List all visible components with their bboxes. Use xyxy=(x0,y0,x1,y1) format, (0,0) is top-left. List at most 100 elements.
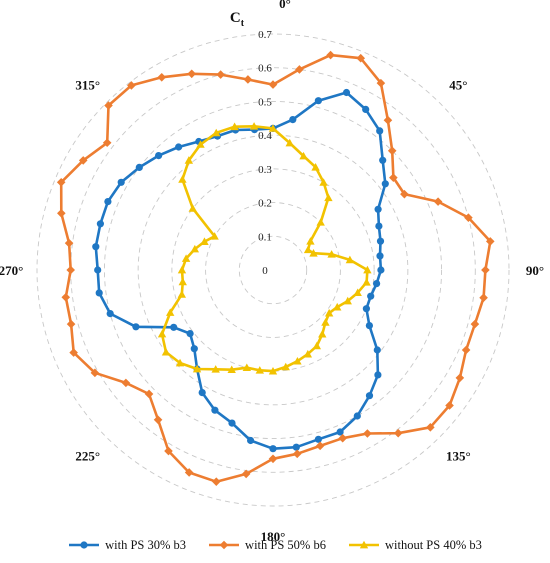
data-point xyxy=(281,362,290,371)
radial-tick-label: 0.6 xyxy=(258,63,272,75)
data-point xyxy=(324,308,334,317)
data-point xyxy=(311,163,320,171)
legend-swatch-marker xyxy=(219,540,229,550)
data-point xyxy=(184,156,194,164)
data-point xyxy=(445,401,454,410)
series-1 xyxy=(92,88,389,453)
grid-ring xyxy=(137,134,409,406)
data-point xyxy=(247,436,255,445)
data-point xyxy=(333,302,342,311)
data-point xyxy=(426,423,435,432)
chart-labels: Ct 0 0.1 0.2 0.3 0.4 0.5 0.6 0.7 0° 45° 90° 135° 180… xyxy=(0,0,544,544)
data-point xyxy=(365,322,373,330)
radial-tick-label: 0.7 xyxy=(258,29,272,41)
data-point xyxy=(289,116,297,124)
data-point xyxy=(102,138,112,148)
data-point xyxy=(299,151,308,160)
angle-tick-label: 180° xyxy=(261,529,286,544)
radial-tick-label: 0.2 xyxy=(258,198,272,210)
data-point xyxy=(177,290,187,298)
data-point xyxy=(377,266,385,274)
data-point xyxy=(376,127,384,135)
data-point xyxy=(175,143,183,151)
data-point xyxy=(196,140,205,148)
data-point xyxy=(227,365,236,374)
data-point xyxy=(464,213,473,222)
data-point xyxy=(268,124,278,132)
angle-tick-label: 225° xyxy=(75,448,100,463)
data-point xyxy=(373,346,381,354)
data-point xyxy=(92,243,100,251)
data-point xyxy=(293,356,302,365)
data-point xyxy=(375,222,383,230)
data-point xyxy=(343,296,352,305)
data-point xyxy=(161,347,171,356)
data-point xyxy=(376,78,386,88)
series-3 xyxy=(157,122,372,375)
data-point xyxy=(433,197,443,206)
data-point xyxy=(104,101,113,110)
data-point xyxy=(127,81,136,90)
legend-label: with PS 50% b6 xyxy=(245,537,326,552)
series-line xyxy=(94,91,387,451)
legend-swatch-marker xyxy=(80,541,88,549)
grid-ring xyxy=(205,202,341,338)
data-point xyxy=(383,115,393,125)
data-point xyxy=(356,53,366,63)
data-point xyxy=(255,366,264,374)
series-line xyxy=(59,53,492,484)
data-point xyxy=(389,173,398,182)
data-point xyxy=(362,305,370,313)
data-point xyxy=(242,363,252,372)
series-2 xyxy=(56,50,495,486)
data-point xyxy=(365,392,374,400)
data-point xyxy=(376,237,385,245)
grid-ring xyxy=(171,168,375,372)
data-point xyxy=(57,208,66,218)
data-point xyxy=(295,65,304,74)
data-point xyxy=(387,146,397,156)
data-point xyxy=(61,292,71,302)
data-point xyxy=(155,152,163,160)
data-point xyxy=(479,293,488,303)
data-point xyxy=(315,441,325,451)
data-point xyxy=(187,69,197,79)
data-point xyxy=(363,265,372,274)
legend-swatch-marker xyxy=(359,540,369,549)
data-point xyxy=(481,265,490,275)
data-point xyxy=(230,122,239,131)
data-point xyxy=(362,278,371,286)
data-point xyxy=(216,70,225,79)
data-point xyxy=(303,245,313,254)
data-point xyxy=(228,419,236,427)
data-point xyxy=(175,358,185,367)
data-point xyxy=(374,371,382,379)
data-point xyxy=(66,265,76,275)
data-point xyxy=(376,252,384,260)
grid-ring xyxy=(103,100,443,440)
data-point xyxy=(69,348,78,357)
data-point xyxy=(381,180,389,188)
data-point xyxy=(309,249,318,257)
legend-item: with PS 50% b6 xyxy=(208,538,326,553)
radial-tick-label: 0.4 xyxy=(258,130,272,142)
data-point xyxy=(94,266,102,274)
grid-ring xyxy=(238,235,308,305)
data-point xyxy=(135,163,143,171)
data-point xyxy=(327,250,336,258)
angle-tick-label: 45° xyxy=(449,78,467,93)
angle-tick-label: 135° xyxy=(446,448,471,463)
data-point xyxy=(211,477,221,486)
data-point xyxy=(210,232,219,240)
radial-tick-label: 0.5 xyxy=(258,96,272,108)
data-point xyxy=(362,105,370,113)
data-point xyxy=(338,433,347,443)
data-point xyxy=(166,308,175,316)
data-point xyxy=(132,323,140,331)
radial-tick-label: 0.3 xyxy=(258,164,272,176)
grid-ring xyxy=(36,33,510,507)
data-point xyxy=(198,389,206,397)
data-point xyxy=(200,237,209,245)
data-point xyxy=(249,122,259,130)
data-point xyxy=(318,329,327,338)
